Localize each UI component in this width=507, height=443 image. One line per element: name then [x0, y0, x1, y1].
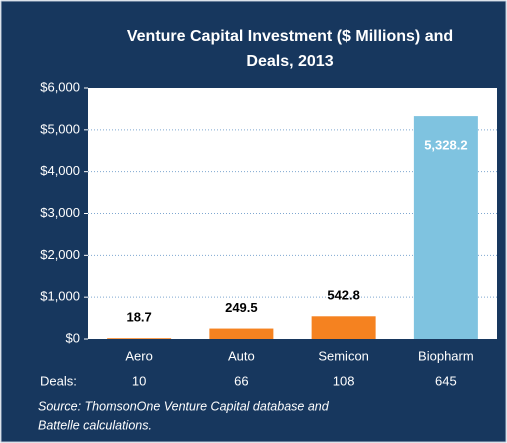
deals-value: 66 — [234, 373, 248, 388]
bar — [209, 328, 274, 339]
x-tick-label: Semicon — [318, 348, 369, 363]
value-label: 249.5 — [225, 300, 258, 315]
y-tick-label: $0 — [66, 330, 80, 345]
deals-value: 108 — [333, 373, 355, 388]
chart-title: Venture Capital Investment ($ Millions) … — [127, 28, 453, 45]
y-tick-label: $2,000 — [40, 247, 80, 262]
x-tick-label: Auto — [228, 348, 255, 363]
bar — [311, 316, 376, 339]
x-tick-label: Aero — [125, 348, 152, 363]
y-tick-label: $1,000 — [40, 289, 80, 304]
value-label: 18.7 — [126, 310, 151, 325]
chart-title: Deals, 2013 — [246, 53, 333, 70]
deals-value: 10 — [132, 373, 146, 388]
value-label: 5,328.2 — [424, 138, 467, 153]
source: Battelle calculations. — [38, 418, 152, 432]
bar — [107, 338, 172, 339]
value-label: 542.8 — [327, 288, 360, 303]
deals-value: 645 — [435, 373, 457, 388]
y-tick-label: $3,000 — [40, 205, 80, 220]
y-tick-label: $6,000 — [40, 79, 80, 94]
y-tick-label: $4,000 — [40, 163, 80, 178]
y-tick-label: $5,000 — [40, 121, 80, 136]
source: Source: ThomsonOne Venture Capital datab… — [38, 399, 330, 413]
bar — [413, 116, 478, 339]
deals-label: Deals: — [40, 373, 77, 388]
x-tick-label: Biopharm — [418, 348, 474, 363]
